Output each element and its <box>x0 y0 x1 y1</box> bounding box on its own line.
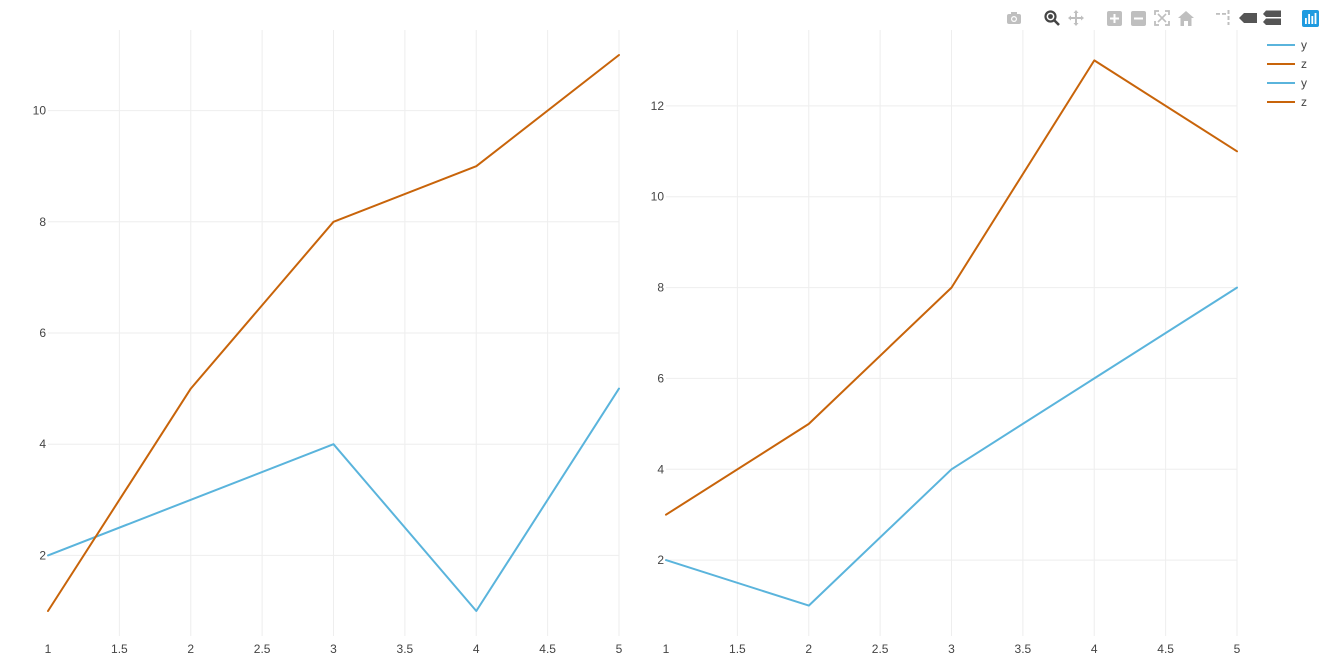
pan-icon[interactable] <box>1067 9 1085 27</box>
series-line-z <box>47 54 620 612</box>
x-tick-label: 4 <box>473 642 480 656</box>
x-tick-label: 1 <box>45 642 52 656</box>
x-tick-label: 3 <box>330 642 337 656</box>
x-tick-label: 4.5 <box>539 642 556 656</box>
zoom-in-icon[interactable] <box>1105 9 1123 27</box>
plotly-logo-icon[interactable] <box>1301 9 1319 27</box>
y-tick-label: 10 <box>33 104 47 118</box>
reset-axes-icon[interactable] <box>1177 9 1195 27</box>
y-tick-label: 4 <box>657 462 664 476</box>
x-tick-label: 4.5 <box>1157 642 1174 656</box>
y-tick-label: 6 <box>39 326 46 340</box>
y-tick-label: 12 <box>651 99 665 113</box>
x-tick-label: 3.5 <box>397 642 414 656</box>
x-tick-label: 5 <box>616 642 623 656</box>
x-tick-label: 4 <box>1091 642 1098 656</box>
modebar <box>1005 8 1319 28</box>
series-line-y <box>665 286 1238 607</box>
y-tick-label: 6 <box>657 371 664 385</box>
zoom-icon[interactable] <box>1043 9 1061 27</box>
x-tick-label: 3.5 <box>1015 642 1032 656</box>
series-line-z <box>665 59 1238 516</box>
x-tick-label: 1.5 <box>729 642 746 656</box>
legend-label: y <box>1301 76 1307 90</box>
y-tick-label: 4 <box>39 437 46 451</box>
x-tick-label: 3 <box>948 642 955 656</box>
legend-label: z <box>1301 95 1307 109</box>
legend-item-y[interactable]: y <box>1267 76 1307 90</box>
x-tick-label: 2.5 <box>254 642 271 656</box>
y-tick-label: 10 <box>651 190 665 204</box>
subplot-left: 1 1.5 2 2.5 3 3.5 4 4.5 5 2 4 6 8 10 <box>33 30 623 656</box>
autoscale-icon[interactable] <box>1153 9 1171 27</box>
legend-label: z <box>1301 57 1307 71</box>
series-line-y <box>47 387 620 612</box>
legend-item-z[interactable]: z <box>1267 57 1307 71</box>
y-tick-label: 2 <box>39 548 46 562</box>
x-tick-label: 1 <box>663 642 670 656</box>
x-tick-label: 5 <box>1234 642 1241 656</box>
camera-icon[interactable] <box>1005 9 1023 27</box>
hover-compare-icon[interactable] <box>1263 9 1281 27</box>
legend-item-y[interactable]: y <box>1267 38 1307 52</box>
x-tick-label: 2 <box>187 642 194 656</box>
x-tick-label: 1.5 <box>111 642 128 656</box>
legend-label: y <box>1301 38 1307 52</box>
x-tick-label: 2.5 <box>872 642 889 656</box>
x-tick-label: 2 <box>805 642 812 656</box>
subplot-right: 1 1.5 2 2.5 3 3.5 4 4.5 5 2 4 6 8 10 12 <box>651 30 1241 656</box>
y-tick-label: 8 <box>39 215 46 229</box>
zoom-out-icon[interactable] <box>1129 9 1147 27</box>
hover-closest-icon[interactable] <box>1239 9 1257 27</box>
y-tick-label: 2 <box>657 553 664 567</box>
legend-item-z[interactable]: z <box>1267 95 1307 109</box>
spike-lines-icon[interactable] <box>1215 9 1233 27</box>
y-tick-label: 8 <box>657 281 664 295</box>
